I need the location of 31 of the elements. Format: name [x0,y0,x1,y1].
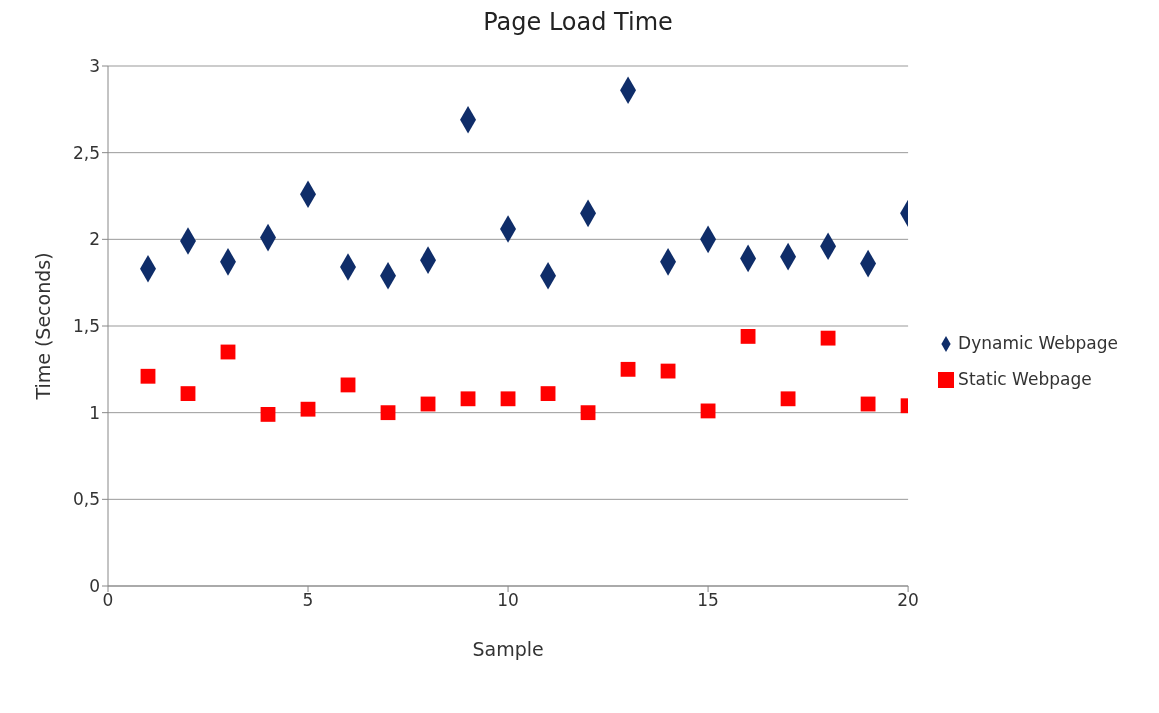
y-tick-label: 1 [89,402,100,423]
point [780,391,796,407]
point [380,405,396,421]
legend-label: Dynamic Webpage [958,333,1118,353]
point [300,401,316,417]
chart-title: Page Load Time [482,8,674,36]
y-tick-label: 0,5 [72,489,100,510]
y-tick-label: 2 [89,229,100,250]
point [740,328,756,344]
point [180,386,196,402]
x-tick-label: 20 [897,590,919,611]
y-tick-label: 0 [89,576,100,597]
y-tick-label: 1,5 [72,316,100,337]
x-axis-title: Sample [472,638,544,660]
point [820,330,836,346]
point [860,396,876,412]
point [540,386,556,402]
x-tick-label: 0 [102,590,114,611]
point [620,361,636,377]
x-tick-label: 10 [497,590,519,611]
point [140,368,156,384]
point [260,406,276,422]
y-tick-label: 2,5 [72,142,100,163]
y-axis-title: Time (Seconds) [31,252,54,401]
point [460,391,476,407]
x-tick-label: 5 [302,590,314,611]
legend-label: Static Webpage [958,369,1092,389]
point [500,391,516,407]
y-tick-label: 3 [89,56,100,77]
x-tick-label: 15 [697,590,719,611]
point [580,405,596,421]
